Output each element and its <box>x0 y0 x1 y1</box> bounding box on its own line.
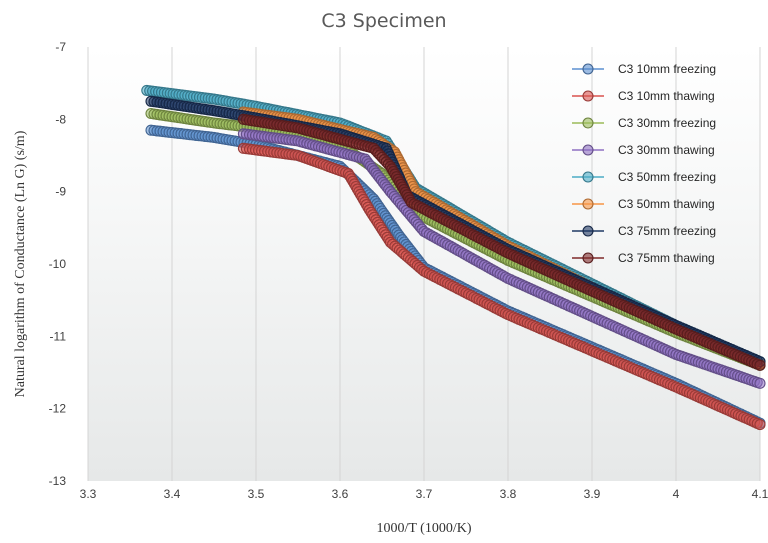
legend-label: C3 50mm freezing <box>618 170 716 184</box>
y-tick-label: -11 <box>50 329 67 343</box>
legend-marker <box>582 225 594 237</box>
x-tick-label: 3.9 <box>584 487 601 501</box>
y-tick-label: -8 <box>55 112 66 126</box>
legend-item: C3 50mm thawing <box>572 197 715 211</box>
x-tick-label: 4 <box>673 487 680 501</box>
legend-marker <box>582 198 594 210</box>
legend-marker <box>582 63 594 75</box>
legend-marker <box>582 90 594 102</box>
x-tick-label: 3.3 <box>80 487 97 501</box>
legend-label: C3 10mm thawing <box>618 89 715 103</box>
series-7 <box>237 113 766 371</box>
legend-marker <box>582 117 594 129</box>
legend-item: C3 75mm thawing <box>572 251 715 265</box>
y-tick-labels: -7 -8 -9 -10 -11 -12 -13 <box>49 40 67 488</box>
legend-item: C3 30mm freezing <box>572 116 716 130</box>
x-axis-label: 1000/T (1000/K) <box>376 521 471 536</box>
series-1 <box>237 142 766 431</box>
legend-label: C3 10mm freezing <box>618 62 716 76</box>
legend-marker <box>582 252 594 264</box>
y-tick-label: -9 <box>55 185 66 199</box>
legend-label: C3 75mm thawing <box>618 251 715 265</box>
y-tick-label: -10 <box>49 257 67 271</box>
x-tick-label: 3.5 <box>248 487 265 501</box>
series-3 <box>237 128 766 389</box>
legend-marker <box>582 171 594 183</box>
x-tick-label: 3.4 <box>164 487 181 501</box>
data-point <box>754 377 766 389</box>
legend: C3 10mm freezing C3 10mm thawing C3 30mm f… <box>572 62 716 265</box>
legend-item: C3 30mm thawing <box>572 143 715 157</box>
x-tick-label: 3.7 <box>416 487 433 501</box>
legend-label: C3 50mm thawing <box>618 197 715 211</box>
y-axis-label: Natural logarithm of Conductance (Ln G) … <box>13 130 28 397</box>
y-tick-label: -13 <box>49 474 67 488</box>
legend-item: C3 75mm freezing <box>572 224 716 238</box>
x-tick-label: 3.6 <box>332 487 349 501</box>
legend-item: C3 10mm freezing <box>572 62 716 76</box>
series-layer <box>141 84 766 431</box>
legend-marker <box>582 144 594 156</box>
legend-label: C3 30mm thawing <box>618 143 715 157</box>
legend-label: C3 30mm freezing <box>618 116 716 130</box>
x-tick-labels: 3.3 3.4 3.5 3.6 3.7 3.8 3.9 4 4.1 <box>80 487 768 501</box>
x-tick-label: 4.1 <box>752 487 768 501</box>
data-point <box>754 359 766 371</box>
legend-label: C3 75mm freezing <box>618 224 716 238</box>
y-tick-label: -7 <box>55 40 66 54</box>
data-point <box>754 419 766 431</box>
chart-title: C3 Specimen <box>321 10 446 32</box>
y-tick-label: -12 <box>49 402 67 416</box>
legend-item: C3 50mm freezing <box>572 170 716 184</box>
x-tick-label: 3.8 <box>500 487 517 501</box>
legend-item: C3 10mm thawing <box>572 89 715 103</box>
